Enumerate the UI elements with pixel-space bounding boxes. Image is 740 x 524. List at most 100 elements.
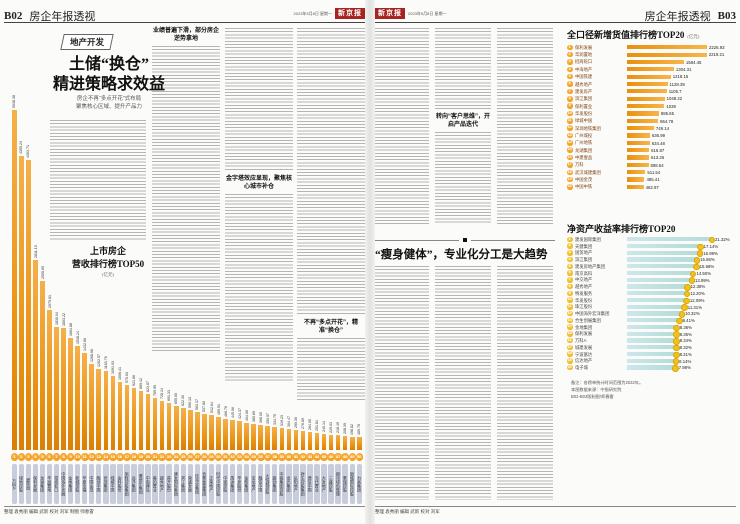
revenue-bar-value-11: 1432.86 [82,338,87,352]
company-name-12: 中国金茂 [89,464,95,504]
revenue-bar-45 [321,433,327,450]
company-name-23: 首开股份 [166,464,172,504]
revenue-bar-12 [89,364,95,450]
B-row-16: 16 万科A 8.34% [567,337,736,345]
bar-value-3: 1584.45 [685,59,702,65]
rank-badge-19: 19 [567,176,573,183]
rank-badge-17: 17 [567,162,573,168]
page-footer-credits: 整理 袁秀丽 编辑 武新 校对 刘军 制图 师春雷 [4,509,94,514]
company-name-44: 当代置业 [314,464,320,504]
revenue-bar-43 [307,432,313,450]
revenue-bar-value-43: 264.05 [308,419,313,431]
chart-note-1: 备注：各榜单统计时间范围为2022年。 [571,380,644,385]
rank-badge-40: 40 [285,453,293,461]
rank-badge-43: 43 [306,453,314,461]
bar-19 [627,177,645,182]
bar-17 [627,162,649,167]
revenue-bar-18 [131,387,137,450]
rank-badge-31: 31 [221,453,230,461]
bar-end-dot-15 [673,331,680,338]
A-row-2: 2 华润置地 2219.21 [567,51,736,58]
revenue-bar-value-24: 655.00 [174,392,179,404]
rank-badge-5: 5 [38,453,47,461]
rank-badge-15: 15 [567,147,573,153]
revenue-bar-value-36: 368.00 [258,412,263,424]
bar-value-2: 17.14% [703,243,719,249]
second-article-title: “瘦身健体”，专业化分工是大趋势 [375,249,548,261]
bar-18 [627,170,646,175]
company-name-5: 中国铁建 [575,74,593,80]
bar-16 [627,155,650,160]
bar-end-dot-9 [683,290,691,298]
revenue-bar-27 [195,411,200,450]
A-row-7: 7 建发房产 1105.7 [567,88,736,95]
bar-end-dot-3 [696,250,704,257]
revenue-bar-4 [33,260,38,450]
bar-2 [627,243,700,249]
bar-end-dot-16 [673,338,680,345]
bar-value-15: 616.87 [651,147,665,153]
rank-badge-16: 16 [567,337,573,344]
revenue-bar-15 [110,376,116,450]
article-subhead: 金字塔效应显现，聚焦核心城市补仓 [225,176,293,191]
revenue-bar-value-16: 1006.41 [118,367,122,381]
revenue-bar-3 [26,159,31,450]
company-name-43: 德信中国 [307,464,313,504]
bar-17 [627,345,676,350]
bar-12 [627,126,654,131]
bar-value-12: 10.32% [685,311,700,317]
page-footer-credits: 整理 袁秀丽 编辑 武新 校对 刘军 [375,509,440,514]
company-name-5: 龙湖集团 [39,464,46,504]
roe-chart-title: 净资产收益率排行榜TOP20 [567,224,676,234]
rank-badge-9: 9 [66,453,75,461]
rank-badge-6: 6 [567,270,573,276]
company-name-1: 保利发展 [575,44,593,50]
bar-value-8: 12.38% [690,284,706,290]
issue-date: 2023年5月8日 星期一 [293,10,332,16]
revenue-bar-31 [223,418,228,450]
A-row-17: 17 万科 598.54 [567,162,736,169]
revenue-bar-value-12: 1268.66 [89,349,94,363]
bar-end-dot-19 [672,358,680,365]
rank-badge-29: 29 [207,453,216,461]
bar-7 [627,89,667,94]
company-name-12: 中国海外宏洋集团 [575,311,610,317]
rank-badge-5: 5 [567,263,573,270]
rank-badge-19: 19 [567,358,573,364]
rank-badge-35: 35 [249,453,258,461]
rank-badge-27: 27 [193,453,202,461]
rank-badge-21: 21 [151,453,159,461]
revenue-bar-value-29: 512.64 [209,402,214,414]
rank-badge-4: 4 [31,453,40,461]
rank-badge-12: 12 [88,453,96,461]
page-b02: B02 房企年报透视 2023年5月8日 星期一 新京报 地产开发 土储“换仓”… [4,4,365,520]
rank-badge-10: 10 [567,110,573,117]
rank-badge-34: 34 [242,453,251,461]
company-name-7: 中交地产 [575,277,593,283]
company-name-18: 远洋集团 [131,464,137,504]
header-rule [4,22,365,23]
company-name-31: 中梁控股 [222,464,229,504]
rank-badge-17: 17 [123,453,131,461]
bar-end-dot-7 [688,277,696,284]
bar-8 [627,96,665,101]
revenue-bar-21 [152,398,158,450]
company-name-10: 新城控股 [74,464,81,504]
company-name-6: 越秀地产 [575,81,593,87]
company-name-1: 建发国际集团 [575,236,601,242]
revenue-bar-20 [145,394,151,450]
rank-badge-18: 18 [567,169,573,176]
bar-end-dot-8 [684,284,691,291]
rank-badge-15: 15 [567,331,573,337]
rank-badge-12: 12 [567,310,573,317]
bar-value-5: 1218.15 [672,74,689,80]
body-text-column [50,120,146,240]
company-name-47: 朗诗绿色管理 [335,464,341,504]
revenue-bar-29 [209,415,214,450]
footer-rule [375,506,736,507]
body-text-column [225,194,293,382]
B-row-2: 2 天健集团 17.14% [567,243,736,251]
rank-badge-37: 37 [264,453,272,461]
revenue-bar-25 [180,408,186,450]
body-text-column [435,28,491,110]
